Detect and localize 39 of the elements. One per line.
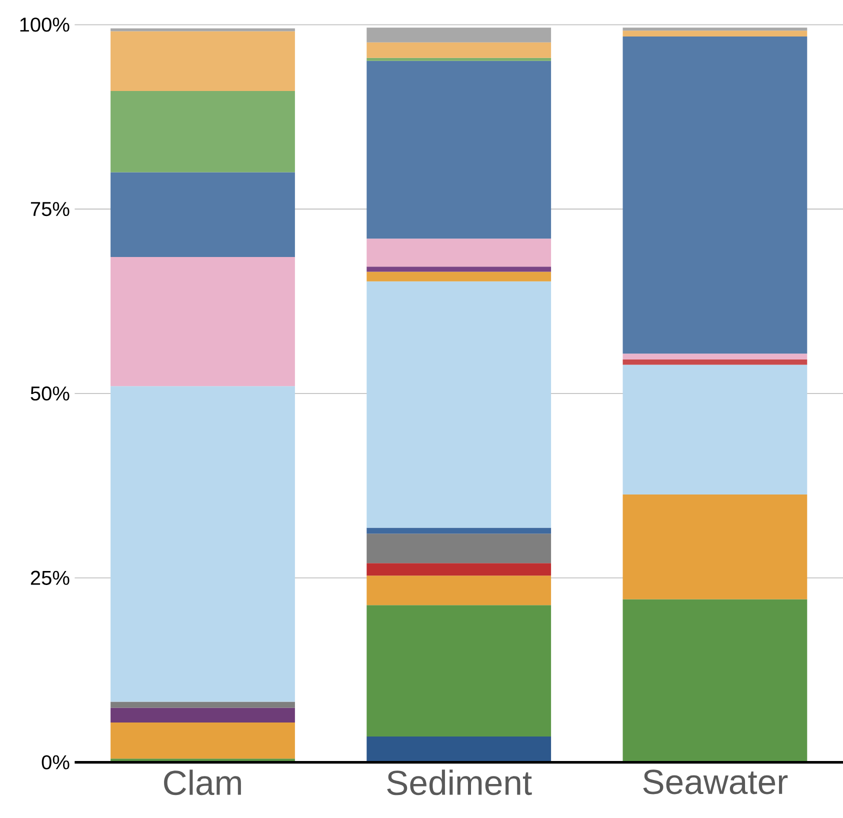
bar [366,238,552,266]
bar [366,281,552,528]
x-tick-label: Seawater [643,770,788,794]
bar [366,27,552,42]
bar [110,28,295,32]
bar [366,42,552,58]
bar [366,528,552,534]
bar [366,58,552,61]
bar [110,172,295,257]
y-tick-label: 0% [42,755,70,770]
bar [366,562,552,576]
bar [110,386,295,702]
x-tick-label: Clam [164,770,241,795]
bar [622,36,808,354]
bar [366,60,552,238]
bar [622,359,808,365]
bar [622,599,808,762]
bar [366,266,552,272]
bar [110,90,295,172]
bar [366,736,552,762]
bar [622,364,808,494]
bar [110,708,295,722]
y-tick-label: 100% [20,17,70,32]
y-tick-label: 25% [30,570,70,585]
bar [110,31,295,91]
y-tick-label: 75% [30,202,70,216]
x-tick-label: Sediment [387,770,532,795]
bar [110,722,295,758]
bar [366,605,552,736]
bar [622,353,808,360]
bar [366,272,552,282]
bar [622,30,808,36]
bar [110,702,295,708]
bar [110,256,295,386]
bar [622,27,808,30]
y-tick-label: 50% [30,386,70,400]
bar [366,533,552,563]
bar [366,576,552,606]
bar [622,494,808,600]
